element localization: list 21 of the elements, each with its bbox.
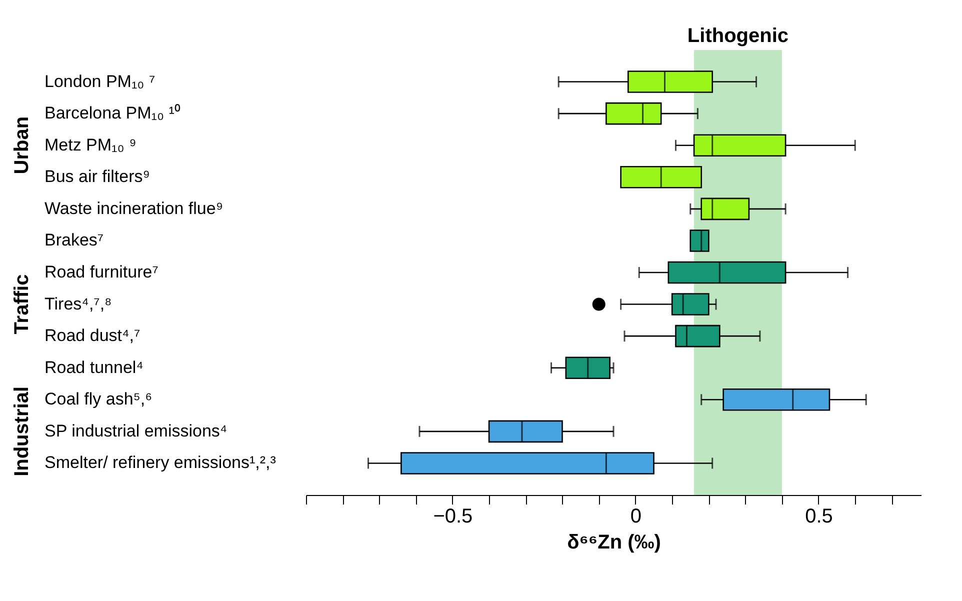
y-tick-label: Waste incineration flue⁹: [44, 198, 224, 218]
x-tick-label: −0.5: [433, 506, 473, 528]
x-tick-label: 0.5: [805, 506, 833, 528]
text: Traffic: [11, 274, 33, 334]
y-tick-label: Metz PM₁₀ ⁹: [44, 135, 136, 154]
band-label: Lithogenic: [687, 25, 789, 47]
y-tick-label: Brakes⁷: [44, 230, 104, 250]
x-axis-title: δ⁶⁶Zn (‰): [567, 532, 661, 554]
y-tick-label: Road dust⁴,⁷: [44, 326, 140, 346]
x-tick-label: 0: [630, 506, 642, 528]
y-tick-label: Road furniture⁷: [44, 262, 158, 282]
y-tick-label: SP industrial emissions⁴: [44, 421, 228, 440]
y-tick-label: London PM₁₀ ⁷: [44, 72, 156, 91]
text: Industrial: [11, 386, 33, 476]
y-tick-label: Bus air filters⁹: [44, 167, 150, 186]
y-tick-label: Coal fly ash⁵,⁶: [44, 390, 152, 409]
y-tick-label: Road tunnel⁴: [44, 358, 144, 377]
y-tick-label: Smelter/ refinery emissions¹,²,³: [44, 453, 276, 472]
y-tick-label: Tires⁴,⁷,⁸: [44, 294, 112, 314]
text: Urban: [11, 116, 33, 174]
y-tick-label: Barcelona PM₁₀ ¹⁰: [44, 104, 180, 123]
